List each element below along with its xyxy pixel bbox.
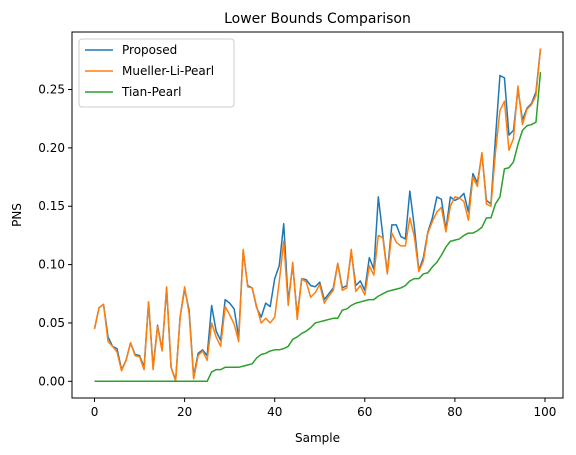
y-tick-label: 0.10 — [38, 258, 65, 272]
plot-frame — [71, 31, 564, 399]
x-axis: 0 20 40 60 80 100 — [91, 398, 557, 419]
legend-label-2: Tian-Pearl — [121, 85, 181, 99]
x-tick-label: 0 — [91, 405, 99, 419]
x-axis-label: Sample — [295, 431, 340, 445]
y-tick-label: 0.00 — [38, 374, 65, 388]
legend-box — [78, 38, 235, 108]
x-tick-label: 20 — [177, 405, 192, 419]
series-line-2 — [94, 71, 542, 383]
legend-label-0: Proposed — [122, 43, 177, 57]
x-tick-label: 80 — [447, 405, 462, 419]
series-layer — [93, 48, 542, 383]
x-tick-label: 60 — [357, 405, 372, 419]
y-tick-label: 0.25 — [38, 83, 65, 97]
legend-label-1: Mueller-Li-Pearl — [122, 64, 214, 78]
x-tick-label: 100 — [534, 405, 557, 419]
y-tick-label: 0.15 — [38, 199, 65, 213]
chart-title: Lower Bounds Comparison — [224, 11, 411, 27]
y-tick-label: 0.05 — [38, 316, 65, 330]
y-axis-label: PNS — [10, 203, 24, 227]
y-tick-label: 0.20 — [38, 141, 65, 155]
y-axis: 0.00 0.05 0.10 0.15 0.20 0.25 — [38, 83, 72, 388]
legend: Proposed Mueller-Li-Pearl Tian-Pearl — [78, 38, 235, 108]
x-tick-label: 40 — [267, 405, 282, 419]
series-line-1 — [93, 48, 542, 383]
